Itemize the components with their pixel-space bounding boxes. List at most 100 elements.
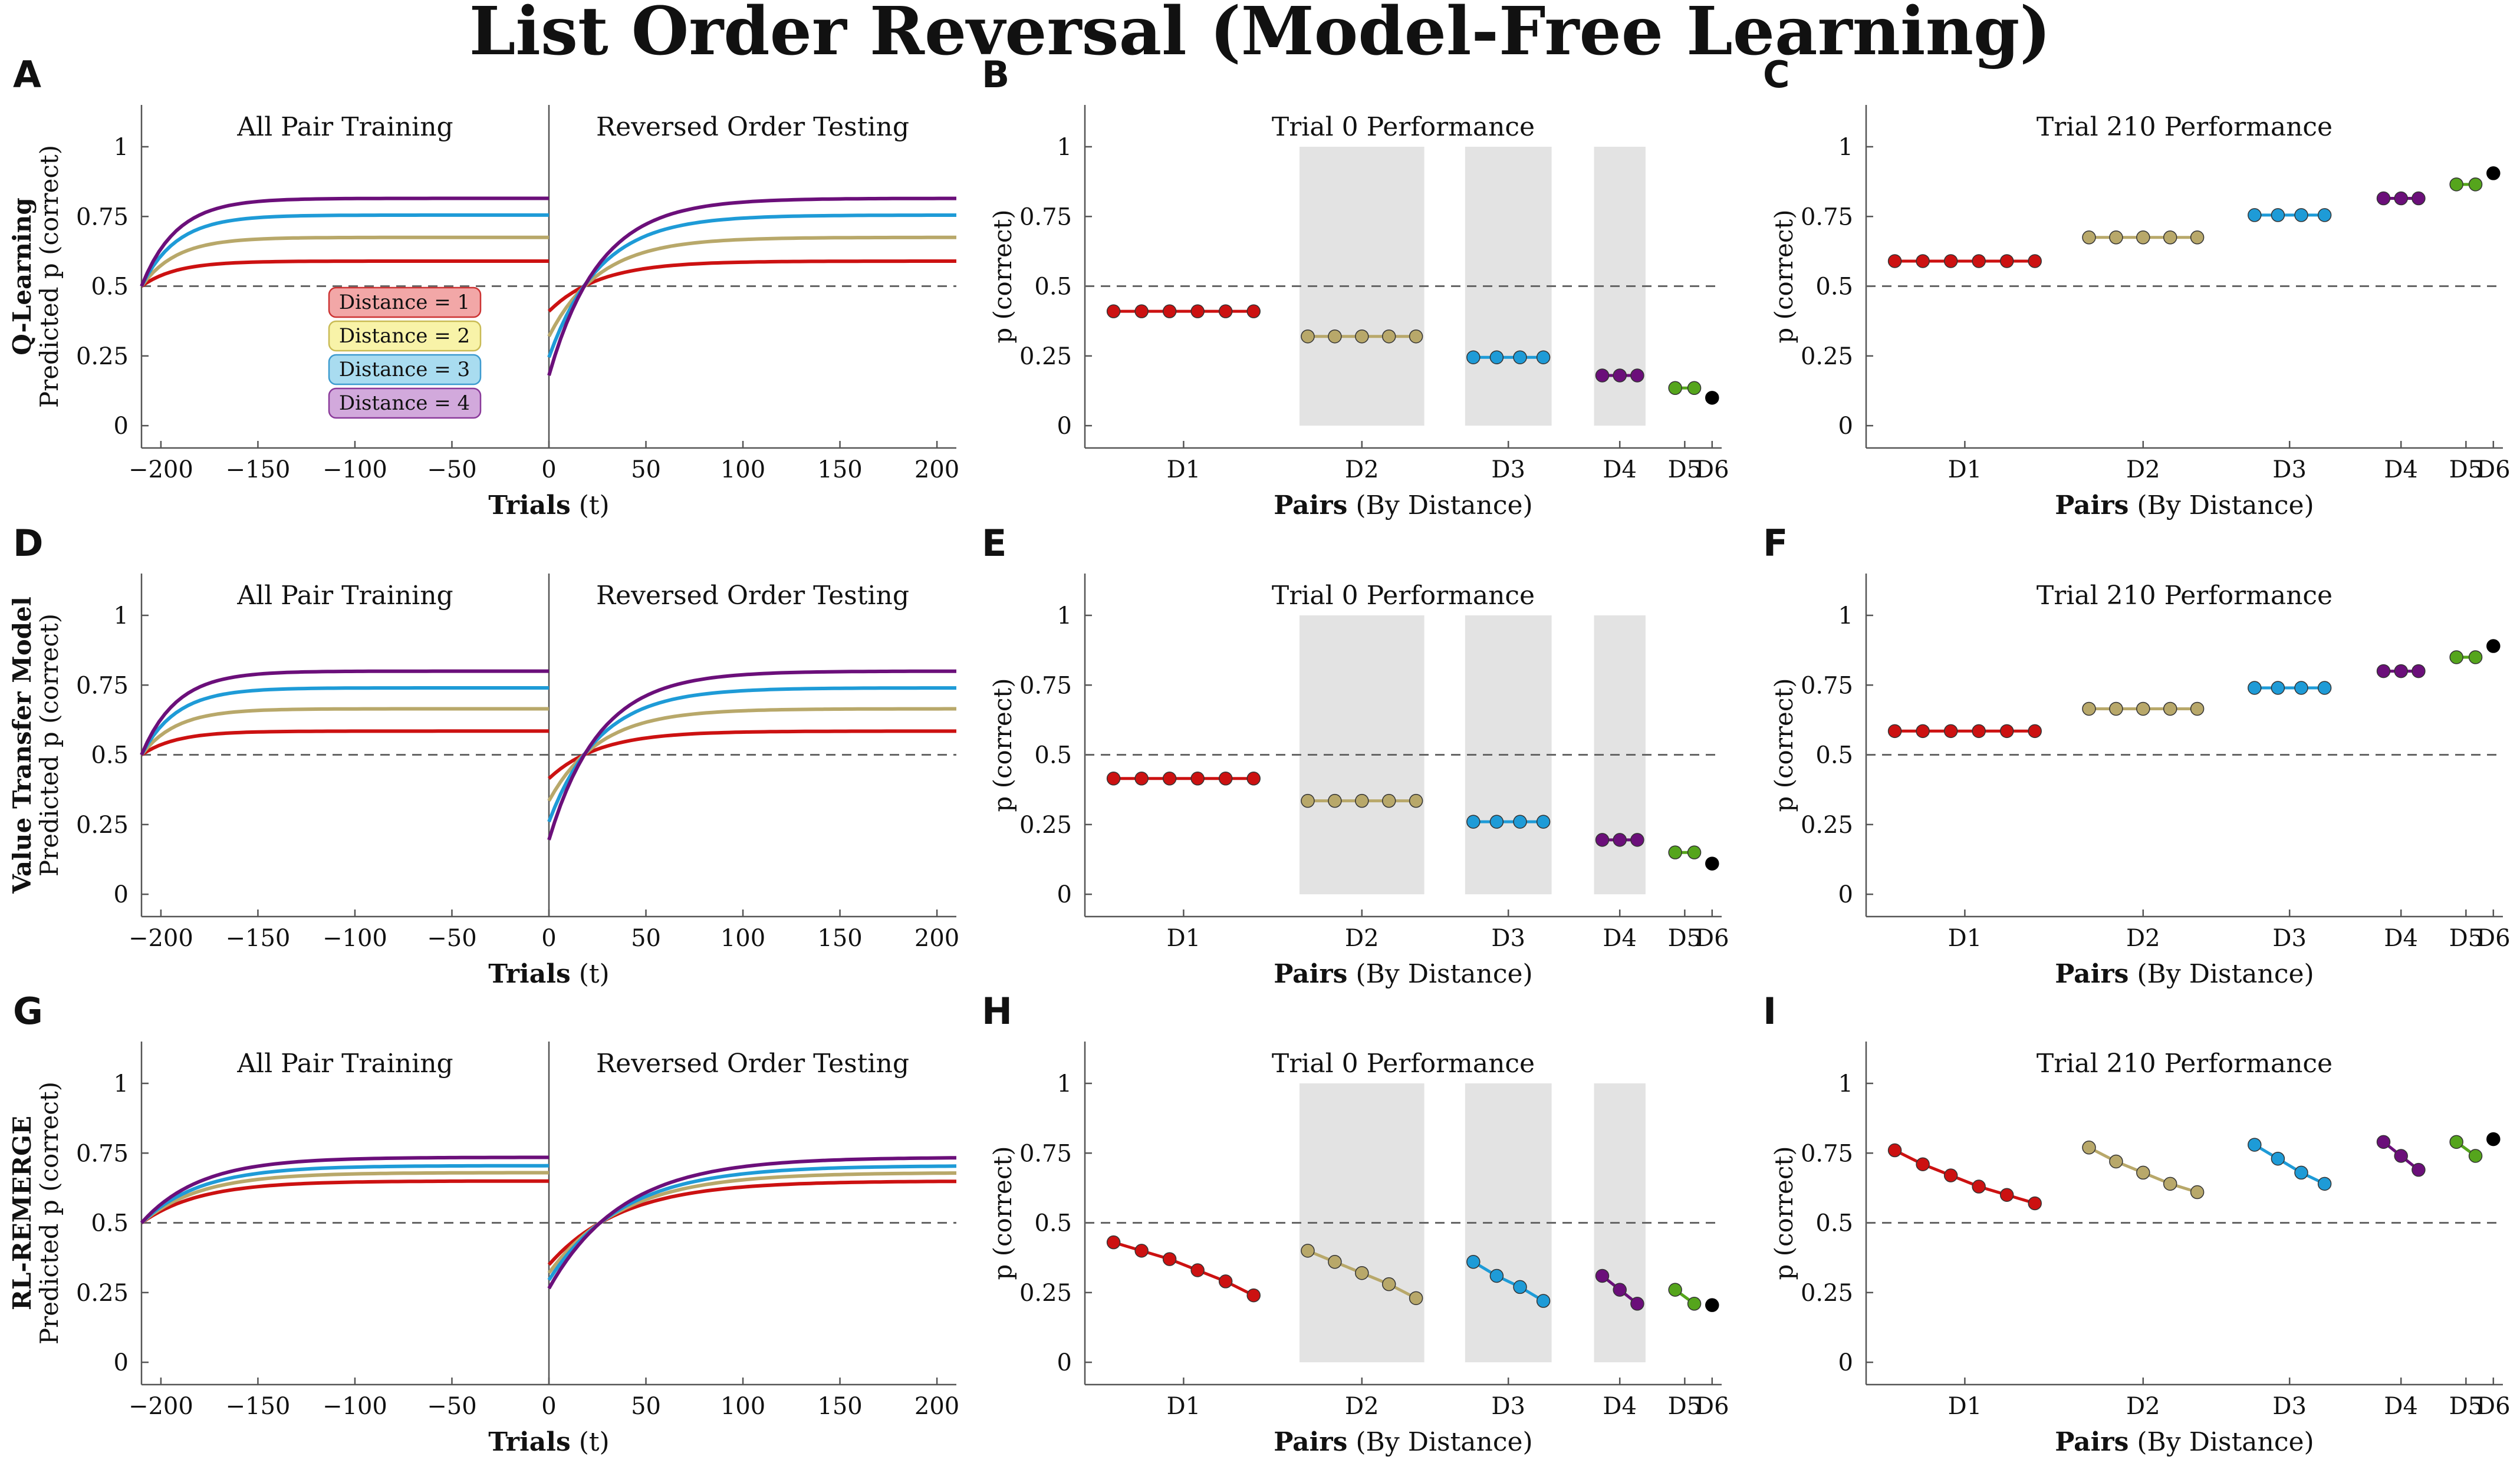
x-tick-label: −150 [225, 456, 290, 483]
x-tick-label: D4 [1603, 925, 1637, 952]
x-tick-label: 100 [721, 456, 765, 483]
testing-curve-distance-2 [547, 707, 956, 802]
section-title-testing: Reversed Order Testing [596, 581, 909, 611]
y-tick-label: 1 [114, 134, 129, 161]
x-tick-label: D5 [1668, 456, 1702, 483]
y-tick-label: 0.5 [91, 742, 129, 769]
data-point-D2-3 [1355, 793, 1369, 808]
y-tick-label: 0.5 [91, 274, 129, 301]
x-tick-label: D4 [2384, 456, 2418, 483]
data-point-D5-2 [2468, 650, 2483, 664]
data-point-D2-4 [1381, 329, 1396, 344]
data-point-D1-1 [1887, 1143, 1902, 1158]
panel-letter: F [1763, 522, 1788, 565]
y-axis-label: p (correct) [1769, 1146, 1798, 1280]
row-model-label: Value Transfer Model [8, 597, 37, 894]
x-tick-label: D1 [1948, 1393, 1982, 1420]
testing-curve-distance-1 [548, 729, 956, 780]
y-tick-label: 1 [1057, 602, 1072, 630]
x-tick-label: 150 [817, 925, 862, 952]
x-tick-label: D5 [2449, 925, 2483, 952]
x-axis-label: Pairs (By Distance) [1274, 959, 1532, 989]
data-point-D2-5 [2190, 701, 2205, 716]
y-tick-label: 0 [1838, 1349, 1853, 1376]
data-point-D4-1 [2376, 1135, 2391, 1149]
x-tick-label: D4 [1603, 456, 1637, 483]
y-tick-label: 0 [1057, 881, 1072, 908]
data-point-D1-5 [1218, 772, 1233, 786]
x-tick-label: D3 [2272, 456, 2307, 483]
y-axis-label: Predicted p (correct) [35, 614, 64, 877]
y-tick-label: 0 [1838, 881, 1853, 908]
data-point-D3-2 [2271, 681, 2285, 695]
training-curve-distance-2 [140, 707, 549, 756]
y-tick-label: 0.75 [1019, 672, 1072, 699]
data-point-D4-2 [1613, 368, 1627, 383]
data-point-D4-1 [1595, 833, 1610, 847]
data-point-D2-4 [2163, 230, 2177, 245]
data-point-D3-3 [2294, 681, 2308, 695]
data-point-D1-4 [1190, 1263, 1205, 1277]
data-point-D6-1 [2486, 1132, 2501, 1146]
x-tick-label: 50 [631, 925, 661, 952]
x-tick-label: 150 [817, 456, 862, 483]
data-point-D1-5 [1999, 724, 2014, 739]
panel-letter: G [13, 990, 43, 1033]
y-tick-label: 0.75 [1019, 1140, 1072, 1167]
x-tick-label: D2 [1345, 456, 1379, 483]
data-point-D1-3 [1943, 724, 1958, 739]
x-tick-label: 50 [631, 1393, 661, 1420]
x-tick-label: D1 [1948, 925, 1982, 952]
panel-title: Trial 0 Performance [1272, 581, 1535, 611]
data-point-D5-1 [1668, 1283, 1682, 1297]
x-tick-label: D4 [1603, 1393, 1637, 1420]
data-point-D5-1 [2449, 177, 2463, 192]
x-axis-label: Pairs (By Distance) [2055, 959, 2314, 989]
training-curve-distance-4 [140, 196, 549, 287]
data-point-D1-2 [1134, 1244, 1149, 1258]
training-curve-distance-1 [140, 729, 549, 757]
section-title-training: All Pair Training [236, 1049, 453, 1079]
data-point-D2-4 [2163, 1177, 2177, 1191]
data-point-D2-3 [2136, 701, 2150, 716]
data-point-D3-4 [2317, 681, 2332, 695]
data-point-D1-1 [1887, 724, 1902, 739]
x-tick-label: D6 [2476, 1393, 2511, 1420]
data-point-D2-1 [2082, 1141, 2096, 1155]
y-axis-label: p (correct) [988, 209, 1017, 343]
panel-letter: I [1763, 990, 1776, 1033]
data-point-D3-1 [1466, 350, 1481, 364]
y-tick-label: 0.75 [1801, 203, 1853, 230]
x-tick-label: −200 [129, 456, 193, 483]
x-axis-label: Trials (t) [488, 959, 609, 989]
data-point-D1-4 [1972, 724, 1986, 739]
data-point-D4-3 [2412, 664, 2426, 678]
x-axis-label: Pairs (By Distance) [1274, 1427, 1532, 1457]
legend-label: Distance = 1 [339, 291, 470, 314]
data-point-D5-2 [1687, 845, 1702, 859]
data-point-D2-3 [1355, 329, 1369, 344]
training-curve-distance-2 [140, 1171, 549, 1224]
data-point-D6-1 [1705, 391, 1719, 405]
data-point-D3-4 [1536, 350, 1551, 364]
x-tick-label: D6 [1695, 456, 1729, 483]
training-curve-distance-4 [140, 669, 549, 756]
data-point-D1-4 [1190, 772, 1205, 786]
data-point-D1-2 [1134, 304, 1149, 318]
data-point-D2-1 [1301, 1244, 1315, 1258]
y-tick-label: 1 [1057, 134, 1072, 161]
testing-curve-distance-1 [547, 259, 956, 313]
data-point-D6-1 [2486, 639, 2501, 653]
data-point-D2-1 [2082, 701, 2096, 716]
x-tick-label: D3 [2272, 925, 2307, 952]
testing-curve-distance-3 [547, 686, 956, 823]
x-tick-label: D3 [2272, 1393, 2307, 1420]
data-point-D1-6 [2028, 1196, 2042, 1211]
x-tick-label: D5 [2449, 1393, 2483, 1420]
data-point-D3-4 [2317, 1177, 2332, 1191]
x-tick-label: −100 [323, 456, 387, 483]
y-tick-label: 0.25 [1019, 1280, 1072, 1307]
y-tick-label: 0.25 [1801, 1280, 1853, 1307]
